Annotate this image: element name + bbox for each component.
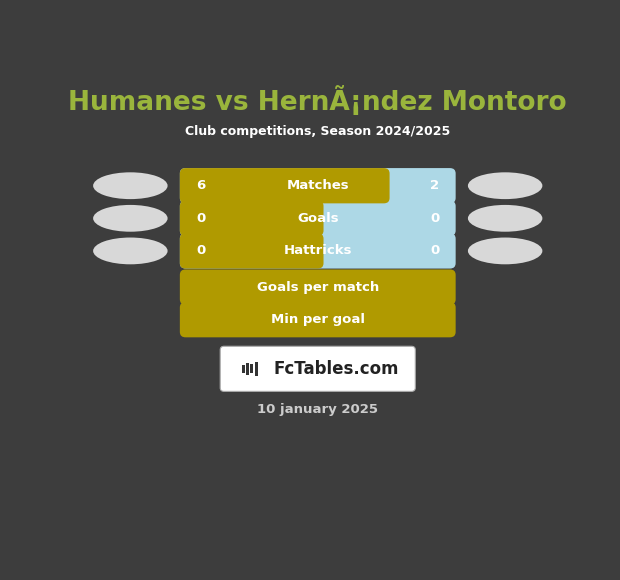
FancyBboxPatch shape [246, 363, 249, 375]
FancyBboxPatch shape [180, 270, 456, 304]
Text: FcTables.com: FcTables.com [274, 360, 399, 378]
Text: 0: 0 [430, 244, 440, 258]
Text: 6: 6 [196, 179, 205, 192]
Text: Club competitions, Season 2024/2025: Club competitions, Season 2024/2025 [185, 125, 450, 137]
Text: 2: 2 [430, 179, 440, 192]
Ellipse shape [93, 238, 167, 264]
FancyBboxPatch shape [180, 201, 324, 236]
FancyBboxPatch shape [180, 168, 456, 204]
Text: 10 january 2025: 10 january 2025 [257, 403, 378, 415]
Ellipse shape [93, 205, 167, 232]
FancyBboxPatch shape [180, 233, 456, 269]
Ellipse shape [468, 205, 542, 232]
FancyBboxPatch shape [220, 346, 415, 392]
Text: Hattricks: Hattricks [283, 244, 352, 258]
FancyBboxPatch shape [255, 362, 258, 375]
Ellipse shape [93, 172, 167, 199]
FancyBboxPatch shape [180, 201, 456, 236]
FancyBboxPatch shape [250, 364, 254, 374]
Ellipse shape [468, 172, 542, 199]
FancyBboxPatch shape [242, 365, 245, 373]
Text: Min per goal: Min per goal [271, 313, 365, 326]
Text: 0: 0 [430, 212, 440, 225]
Text: Matches: Matches [286, 179, 349, 192]
Text: 0: 0 [196, 212, 205, 225]
Text: 0: 0 [196, 244, 205, 258]
FancyBboxPatch shape [180, 233, 324, 269]
Text: Goals: Goals [297, 212, 339, 225]
Ellipse shape [468, 238, 542, 264]
FancyBboxPatch shape [180, 168, 389, 204]
FancyBboxPatch shape [180, 302, 456, 338]
Text: Humanes vs HernÃ¡ndez Montoro: Humanes vs HernÃ¡ndez Montoro [68, 86, 567, 116]
Text: Goals per match: Goals per match [257, 281, 379, 293]
